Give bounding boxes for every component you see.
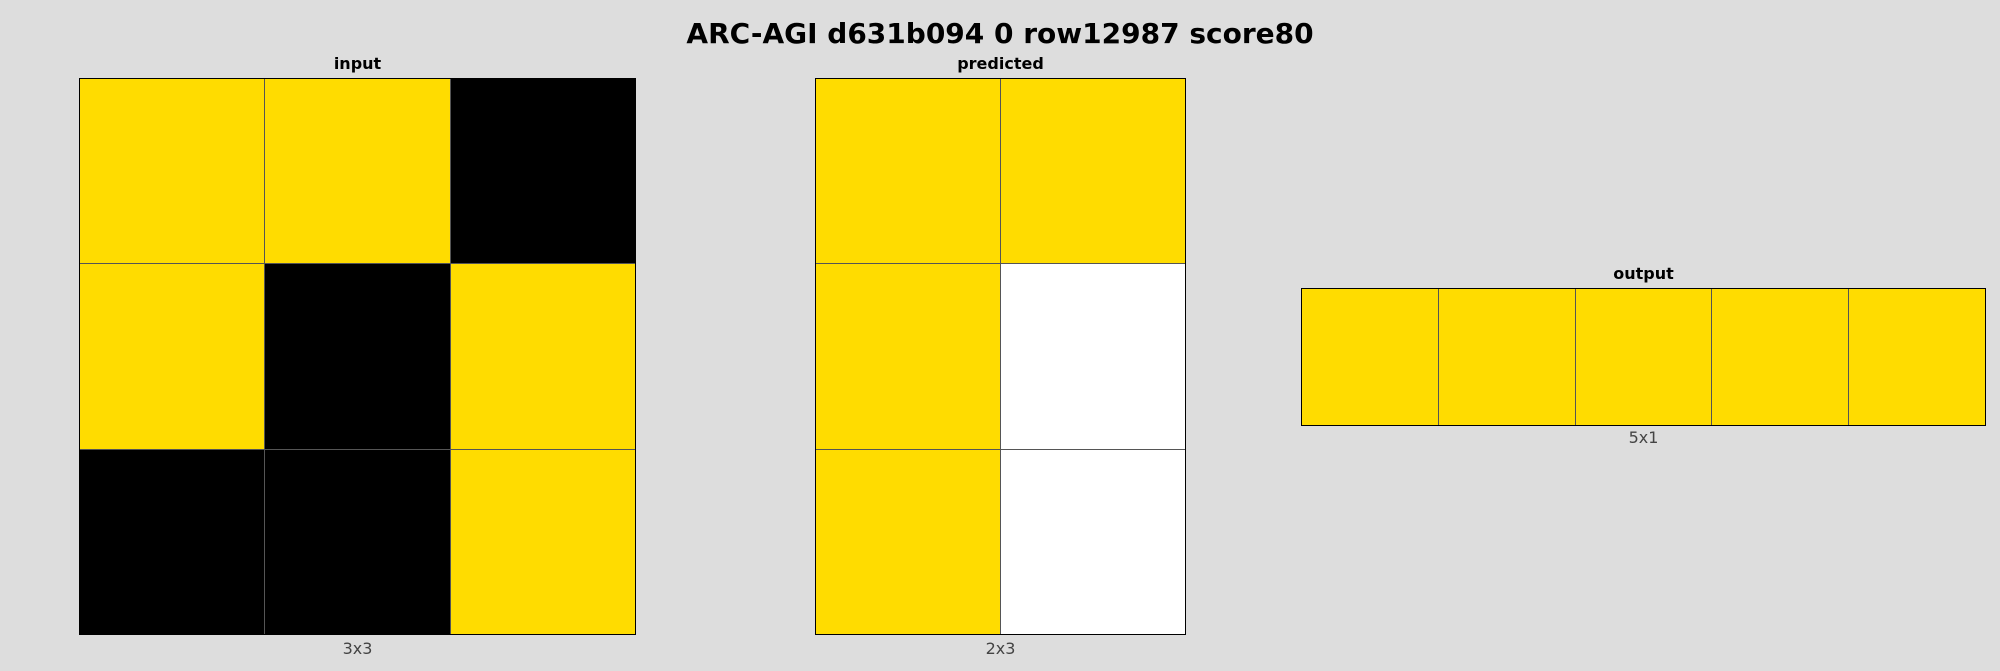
- predicted-label: predicted: [957, 54, 1044, 73]
- predicted-cell: [1001, 79, 1185, 264]
- output-cell: [1302, 289, 1438, 425]
- input-grid: [79, 78, 636, 635]
- predicted-size-label: 2x3: [985, 639, 1016, 658]
- input-cell: [80, 264, 265, 449]
- input-size-label: 3x3: [342, 639, 373, 658]
- output-cell: [1849, 289, 1985, 425]
- input-cell: [450, 449, 635, 634]
- predicted-panel: predicted 2x3: [815, 54, 1186, 668]
- input-label: input: [333, 54, 382, 73]
- input-cell: [450, 264, 635, 449]
- output-label: output: [1613, 264, 1674, 283]
- output-cell: [1712, 289, 1849, 425]
- output-size-label: 5x1: [1628, 428, 1659, 447]
- output-grid: [1301, 288, 1986, 426]
- predicted-cell: [816, 79, 1000, 264]
- output-panel: output 5x1: [1301, 264, 1986, 454]
- predicted-cell: [816, 449, 1000, 634]
- input-cell: [80, 79, 265, 264]
- input-cell: [265, 264, 450, 449]
- predicted-cell: [816, 264, 1000, 449]
- predicted-cell: [1001, 264, 1185, 449]
- input-cell: [265, 449, 450, 634]
- page-title: ARC-AGI d631b094 0 row12987 score80: [686, 17, 1314, 50]
- output-cell: [1575, 289, 1712, 425]
- input-cell: [80, 449, 265, 634]
- input-cell: [265, 79, 450, 264]
- output-cell: [1438, 289, 1575, 425]
- predicted-grid: [815, 78, 1186, 635]
- predicted-cell: [1001, 449, 1185, 634]
- input-cell: [450, 79, 635, 264]
- input-panel: input 3x3: [79, 54, 636, 668]
